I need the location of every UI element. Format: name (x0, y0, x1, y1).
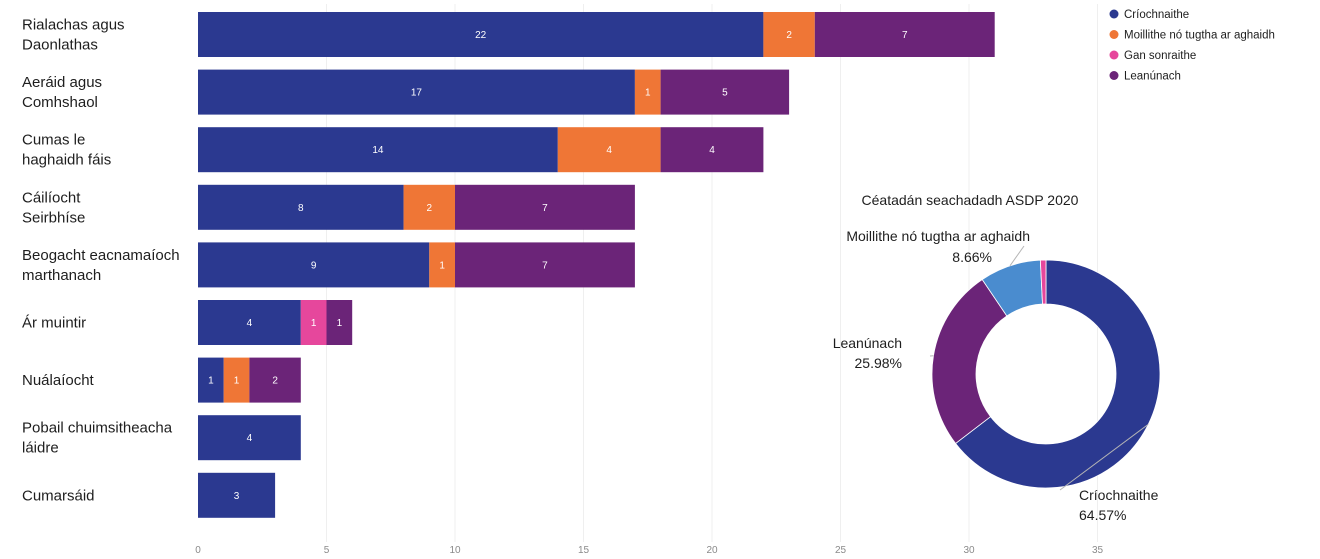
bar-segment (198, 127, 558, 173)
legend-marker (1109, 30, 1119, 39)
bar-segment (223, 357, 250, 403)
bar-segment (300, 300, 327, 345)
category-label: Cáilíocht Seirbhíse (22, 189, 85, 226)
legend-label: Leanúnach (1124, 71, 1181, 83)
donut-slice-label: Leanúnach 25.98% (833, 335, 902, 371)
bar-segment (198, 415, 301, 461)
bar-segment (326, 300, 353, 345)
bar-data-label: 4 (606, 145, 612, 156)
bar-segment (814, 12, 995, 57)
donut-slice (1039, 259, 1047, 305)
bar-segment (198, 300, 301, 345)
donut-title: Céatadán seachadadh ASDP 2020 (862, 192, 1079, 208)
x-tick-label: 5 (324, 545, 330, 556)
donut-slice (931, 278, 1008, 445)
bar-segment (557, 127, 661, 173)
category-label: Ár muintir (22, 315, 86, 332)
bar-data-label: 4 (247, 433, 253, 444)
x-tick-label: 15 (578, 545, 590, 556)
bar-data-label: 17 (411, 88, 423, 99)
bar-segment (429, 242, 455, 288)
category-label: Cumas le haghaidh fáis (22, 132, 111, 169)
bar-segment (198, 69, 635, 115)
bar-segment (198, 357, 224, 403)
category-label: Pobail chuimsitheacha láidre (22, 420, 173, 457)
donut-slice (955, 259, 1161, 489)
legend-marker (1109, 71, 1119, 80)
legend-label: Gan sonraithe (1124, 50, 1196, 62)
bar-data-label: 22 (475, 30, 487, 41)
bar-data-label: 4 (709, 145, 715, 156)
bar-segment (249, 357, 301, 403)
legend-label: Críochnaithe (1124, 9, 1189, 21)
donut-chart: Céatadán seachadadh ASDP 2020 Críochnaith… (833, 192, 1161, 523)
donut-leader-line (1009, 245, 1025, 267)
x-tick-label: 0 (195, 545, 201, 556)
x-tick-label: 20 (706, 545, 718, 556)
category-label: Beogacht eacnamaíoch marthanach (22, 247, 180, 284)
bar-segment (455, 242, 635, 288)
bar-segment (634, 69, 661, 115)
bar-data-label: 1 (337, 318, 343, 329)
bar-data-label: 3 (234, 491, 240, 502)
bar-segment (660, 127, 764, 173)
x-tick-label: 25 (835, 545, 847, 556)
stacked-bar-chart: 22 2 717 1 514 4 48 2 79 1 74 1 11 1 243 (198, 12, 995, 518)
bar-data-label: 2 (272, 376, 278, 387)
bar-segment (198, 12, 764, 57)
bar-data-label: 7 (902, 30, 908, 41)
bar-segment (455, 184, 635, 230)
donut-slice-label: Críochnaithe 64.57% (1079, 487, 1159, 523)
bar-data-label: 1 (439, 260, 445, 271)
legend: Críochnaithe Moillithe nó tugtha ar aghai… (1109, 9, 1275, 83)
category-label: Rialachas agus Daonlathas (22, 17, 125, 54)
x-tick-label: 35 (1092, 545, 1104, 556)
x-tick-label: 10 (449, 545, 461, 556)
x-tick-label: 30 (963, 545, 975, 556)
x-axis-ticks: 0 5 10 15 20 25 30 35 (195, 545, 1103, 556)
bar-data-label: 9 (311, 260, 317, 271)
bar-data-label: 14 (372, 145, 384, 156)
category-label: Cumarsáid (22, 487, 95, 504)
category-labels: Rialachas agus Daonlathas Aeráid agus Comhs… (22, 17, 180, 505)
bar-segment (198, 242, 430, 288)
bar-data-label: 1 (311, 318, 317, 329)
legend-marker (1109, 9, 1119, 19)
bar-data-label: 1 (208, 376, 214, 387)
bar-segment (403, 184, 455, 230)
bar-data-label: 4 (247, 318, 253, 329)
bar-data-label: 1 (645, 88, 651, 99)
bar-data-label: 7 (542, 203, 548, 214)
bar-data-label: 7 (542, 260, 548, 271)
donut-slice-label: Moillithe nó tugtha ar aghaidh 8.66% (846, 228, 1030, 265)
category-label: Nuálaíocht (22, 372, 95, 389)
bar-data-label: 2 (427, 203, 433, 214)
bar-data-label: 8 (298, 203, 304, 214)
donut-leader-line (1059, 423, 1149, 491)
bar-segment (763, 12, 815, 57)
legend-label: Moillithe nó tugtha ar aghaidh (1124, 30, 1275, 42)
bar-data-label: 2 (786, 30, 792, 41)
category-label: Aeráid agus Comhshaol (22, 74, 102, 111)
bar-segment (198, 184, 404, 230)
bar-segment (198, 472, 276, 518)
bar-data-label: 5 (722, 88, 728, 99)
bar-data-label: 1 (234, 376, 240, 387)
bar-segment (660, 69, 790, 115)
legend-marker (1109, 50, 1119, 60)
